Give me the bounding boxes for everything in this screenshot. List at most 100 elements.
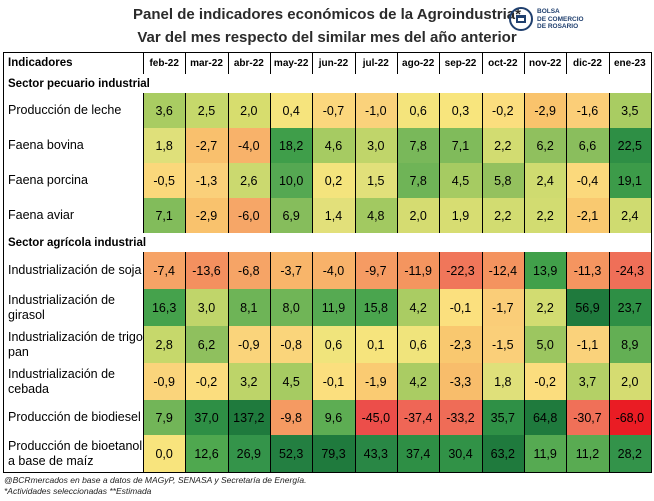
table-rule	[609, 52, 610, 74]
data-cell: -0,2	[524, 363, 567, 400]
data-cell: 0,6	[397, 93, 440, 128]
data-cell: -22,3	[439, 252, 482, 289]
table-rule	[270, 289, 271, 326]
data-cell: 37,0	[185, 400, 228, 435]
table-rule	[270, 326, 271, 363]
table-rule	[609, 163, 610, 198]
data-cell: -68,0	[608, 400, 651, 435]
table-rule	[185, 93, 186, 128]
data-cell: 4,2	[397, 363, 440, 400]
data-cell: 6,2	[185, 326, 228, 363]
table-rule	[439, 52, 440, 74]
column-header: jul-22	[354, 52, 397, 74]
data-cell: 16,3	[143, 289, 186, 326]
table-rule	[609, 400, 610, 435]
table-rule	[185, 52, 186, 74]
row-label: Faena aviar	[3, 198, 143, 233]
data-cell: 13,9	[524, 252, 567, 289]
table-rule	[270, 198, 271, 233]
table-rule	[566, 435, 567, 472]
section-label: Sector agrícola industrial	[3, 233, 651, 252]
table-rule	[439, 163, 440, 198]
data-cell: 12,6	[185, 435, 228, 472]
table-rule	[397, 163, 398, 198]
table-rule	[312, 252, 313, 289]
data-cell: 11,9	[312, 289, 355, 326]
data-cell: 63,2	[481, 435, 524, 472]
data-cell: 3,6	[143, 93, 186, 128]
data-cell: -1,5	[481, 326, 524, 363]
table-rule	[355, 326, 356, 363]
table-rule	[566, 198, 567, 233]
table-rule	[566, 252, 567, 289]
column-header: sep-22	[439, 52, 482, 74]
data-cell: 0,2	[312, 163, 355, 198]
table-rule	[524, 400, 525, 435]
table-rule	[439, 363, 440, 400]
data-cell: -0,2	[185, 363, 228, 400]
table-rule	[270, 52, 271, 74]
table-rule	[397, 128, 398, 163]
data-cell: -33,2	[439, 400, 482, 435]
table-rule	[355, 128, 356, 163]
table-rule	[355, 198, 356, 233]
data-cell: 0,0	[143, 435, 186, 472]
column-header: mar-22	[185, 52, 228, 74]
data-cell: 1,4	[312, 198, 355, 233]
column-header: nov-22	[524, 52, 567, 74]
header-label: Indicadores	[3, 52, 143, 74]
data-cell: 0,6	[312, 326, 355, 363]
table-rule	[185, 128, 186, 163]
data-cell: -2,3	[439, 326, 482, 363]
table-rule	[143, 163, 144, 198]
data-cell: 6,6	[566, 128, 609, 163]
table-rule	[143, 435, 144, 472]
data-cell: -0,7	[312, 93, 355, 128]
table-rule	[397, 435, 398, 472]
data-cell: 4,5	[270, 363, 313, 400]
table-rule	[609, 93, 610, 128]
table-rule	[609, 252, 610, 289]
column-header: feb-22	[143, 52, 186, 74]
table-rule	[185, 289, 186, 326]
data-cell: 11,2	[566, 435, 609, 472]
table-rule	[355, 363, 356, 400]
table-rule	[439, 400, 440, 435]
table-rule	[524, 435, 525, 472]
table-rule	[524, 128, 525, 163]
table-rule	[524, 289, 525, 326]
table-rule	[651, 326, 652, 363]
table-rule	[228, 128, 229, 163]
data-cell: 10,0	[270, 163, 313, 198]
table-rule	[3, 52, 4, 472]
data-cell: 3,7	[566, 363, 609, 400]
table-rule	[609, 128, 610, 163]
table-rule	[355, 400, 356, 435]
table-rule	[3, 472, 651, 473]
column-header: ago-22	[397, 52, 440, 74]
data-cell: -11,9	[397, 252, 440, 289]
table-rule	[143, 326, 144, 363]
data-cell: -1,9	[354, 363, 397, 400]
data-cell: 23,7	[608, 289, 651, 326]
table-rule	[185, 252, 186, 289]
data-cell: 1,9	[439, 198, 482, 233]
data-cell: -9,7	[354, 252, 397, 289]
data-cell: -3,3	[439, 363, 482, 400]
table-rule	[185, 435, 186, 472]
table-rule	[228, 198, 229, 233]
data-cell: 0,3	[439, 93, 482, 128]
data-cell: 6,9	[270, 198, 313, 233]
table-rule	[3, 52, 651, 53]
table-rule	[482, 52, 483, 74]
table-rule	[566, 400, 567, 435]
data-cell: -2,9	[185, 198, 228, 233]
table-rule	[143, 252, 144, 289]
data-cell: 2,5	[185, 93, 228, 128]
data-cell: -37,4	[397, 400, 440, 435]
table-rule	[566, 163, 567, 198]
data-cell: -45,0	[354, 400, 397, 435]
table-rule	[651, 252, 652, 289]
table-rule	[312, 93, 313, 128]
table-rule	[185, 400, 186, 435]
